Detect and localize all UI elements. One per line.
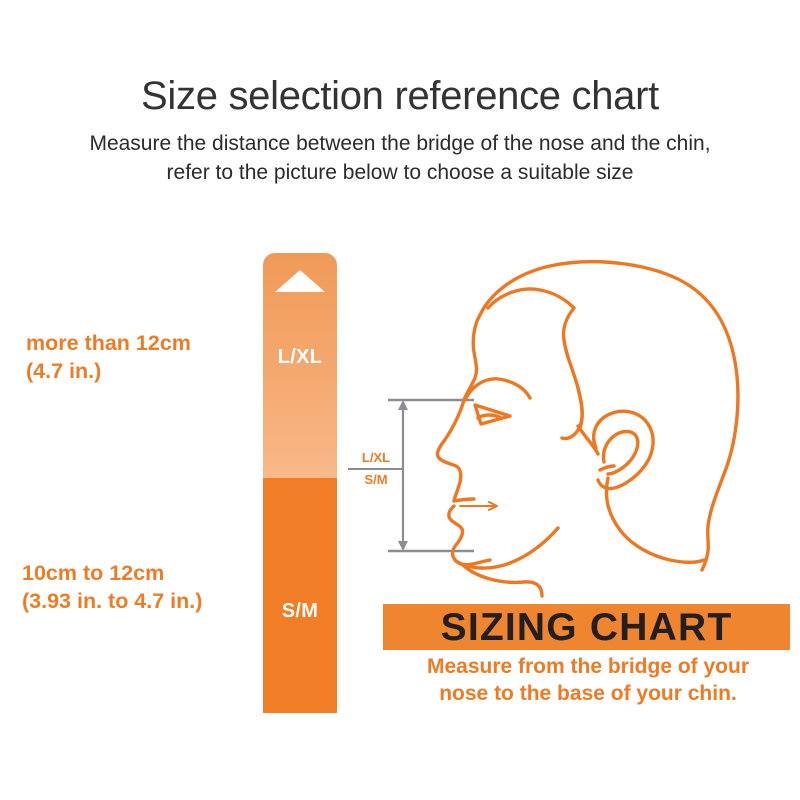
page-subtitle-line-2: refer to the picture below to choose a s… <box>166 161 634 185</box>
sizing-chart-subtext-line-2: nose to the base of your chin. <box>439 681 737 705</box>
size-bar-label-small: S/M <box>281 600 319 622</box>
divider-label-small: S/M <box>364 472 388 488</box>
double-arrow-vertical-icon <box>388 398 474 553</box>
divider-label-large: L/XL <box>361 450 391 465</box>
size-bar: L/XL S/M <box>263 253 337 713</box>
size-bar-label-large: L/XL <box>277 346 323 368</box>
size-label-large-line-1: more than 12cm <box>26 331 191 355</box>
divider-rule <box>348 468 404 471</box>
sizing-chart-subtext-line-1: Measure from the bridge of your <box>426 655 750 678</box>
triangle-up-icon <box>275 270 325 292</box>
size-label-small-line-1: 10cm to 12cm <box>22 561 165 585</box>
size-label-small: 10cm to 12cm (3.93 in. to 4.7 in.) <box>22 560 202 615</box>
header: Size selection reference chart Measure t… <box>0 74 800 188</box>
page-subtitle: Measure the distance between the bridge … <box>0 129 800 188</box>
page-title: Size selection reference chart <box>141 74 659 118</box>
sizing-chart-banner: SIZING CHART <box>383 604 790 650</box>
sizing-chart-subtext: Measure from the bridge of your nose to … <box>383 654 793 708</box>
page-subtitle-line-1: Measure the distance between the bridge … <box>89 131 711 155</box>
male-head-profile-icon <box>435 260 740 598</box>
divider-callout: L/XL S/M <box>348 450 404 489</box>
sizing-chart-heading: SIZING CHART <box>440 605 733 649</box>
size-label-small-line-2: (3.93 in. to 4.7 in.) <box>22 588 203 613</box>
size-label-large-line-2: (4.7 in.) <box>26 358 102 383</box>
size-label-large: more than 12cm (4.7 in.) <box>26 330 191 385</box>
size-bar-segment-small <box>263 478 337 713</box>
